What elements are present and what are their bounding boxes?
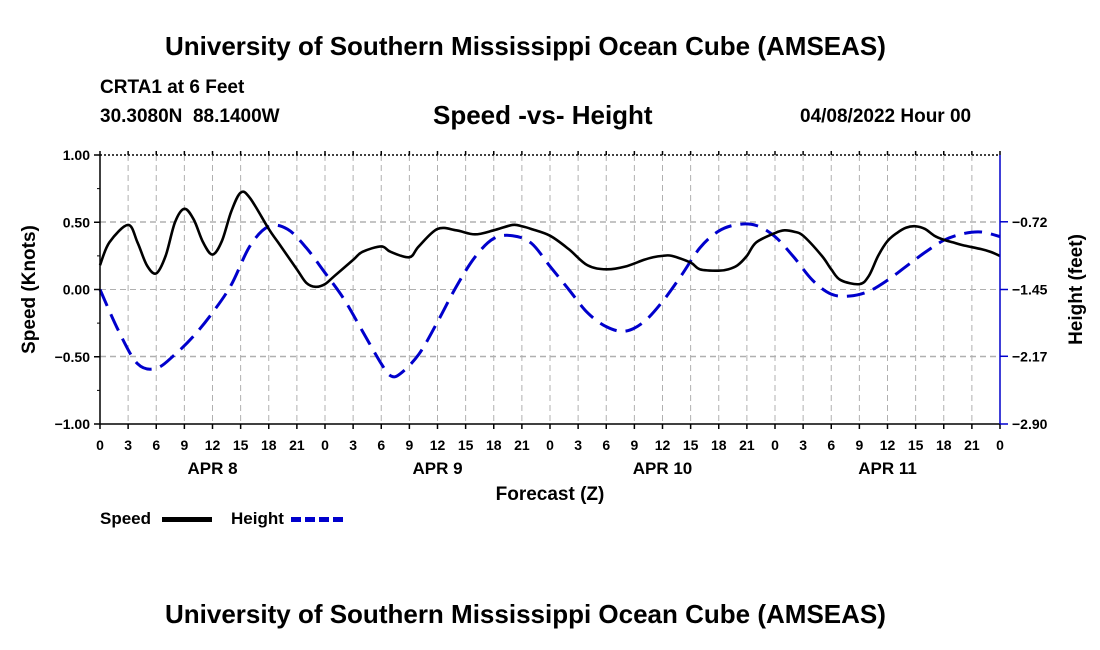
legend-speed-label: Speed bbox=[100, 509, 152, 528]
station-label: CRTA1 at 6 Feet bbox=[100, 77, 245, 98]
x-tick-label: 12 bbox=[655, 437, 671, 453]
y-right-tick-label: −2.90 bbox=[1012, 416, 1048, 432]
x-day-label: APR 9 bbox=[412, 459, 462, 478]
x-tick-label: 21 bbox=[964, 437, 980, 453]
x-tick-label: 12 bbox=[430, 437, 446, 453]
y-left-tick-label: −0.50 bbox=[55, 349, 91, 365]
legend-speed: Speed bbox=[100, 509, 151, 529]
y-right-tick-label: −0.72 bbox=[1012, 214, 1048, 230]
grid bbox=[100, 155, 1000, 424]
x-tick-label: 15 bbox=[458, 437, 474, 453]
x-tick-label: 0 bbox=[996, 437, 1004, 453]
x-tick-label: 9 bbox=[405, 437, 413, 453]
axes: 0 3 6 9 12 15 18 21 0 3 6 9 12 15 18 21 0 3 6 9 12 15 18 21 0 3 6 9… bbox=[19, 147, 1087, 505]
station-coordinates: 30.3080N 88.1400W bbox=[100, 106, 280, 127]
y-left-tick-label: 0.00 bbox=[63, 282, 90, 298]
x-tick-label: 15 bbox=[908, 437, 924, 453]
x-tick-label: 18 bbox=[936, 437, 952, 453]
y-right-tick-label: −2.17 bbox=[1012, 348, 1048, 364]
x-tick-label: 15 bbox=[233, 437, 249, 453]
x-tick-label: 9 bbox=[855, 437, 863, 453]
x-axis-title: Forecast (Z) bbox=[496, 484, 605, 505]
forecast-datetime: 04/08/2022 Hour 00 bbox=[800, 106, 972, 127]
x-tick-label: 18 bbox=[711, 437, 727, 453]
x-tick-label: 3 bbox=[574, 437, 582, 453]
chart-main-title: University of Southern Mississippi Ocean… bbox=[165, 31, 886, 61]
x-tick-label: 0 bbox=[771, 437, 779, 453]
x-tick-label: 0 bbox=[546, 437, 554, 453]
x-tick-label: 21 bbox=[289, 437, 305, 453]
x-tick-label: 9 bbox=[180, 437, 188, 453]
y-right-axis-title: Height (feet) bbox=[1066, 234, 1087, 345]
footer-title: University of Southern Mississippi Ocean… bbox=[165, 599, 886, 629]
series-speed-line bbox=[98, 190, 1001, 289]
y-left-tick-label: 1.00 bbox=[63, 147, 90, 163]
x-tick-label: 3 bbox=[799, 437, 807, 453]
y-right-tick-label: −1.45 bbox=[1012, 282, 1048, 298]
x-day-label: APR 8 bbox=[187, 459, 237, 478]
x-tick-label: 6 bbox=[602, 437, 610, 453]
legend-height-swatch bbox=[291, 517, 343, 522]
legend-height: Height bbox=[231, 509, 284, 529]
legend-height-label: Height bbox=[231, 509, 284, 528]
x-tick-label: 0 bbox=[321, 437, 329, 453]
series-height-line bbox=[98, 222, 1001, 379]
x-day-label: APR 10 bbox=[633, 459, 693, 478]
x-tick-label: 12 bbox=[205, 437, 221, 453]
x-tick-label: 21 bbox=[514, 437, 530, 453]
x-tick-label: 12 bbox=[880, 437, 896, 453]
series-layer bbox=[98, 190, 1001, 379]
x-tick-label: 15 bbox=[683, 437, 699, 453]
x-day-label: APR 11 bbox=[858, 459, 917, 478]
chart-subtitle: Speed -vs- Height bbox=[433, 100, 653, 130]
y-left-tick-label: −1.00 bbox=[55, 416, 91, 432]
x-tick-label: 3 bbox=[349, 437, 357, 453]
x-tick-label: 3 bbox=[124, 437, 132, 453]
x-tick-label: 6 bbox=[377, 437, 385, 453]
x-tick-label: 6 bbox=[827, 437, 835, 453]
legend-speed-swatch bbox=[162, 517, 212, 522]
x-tick-label: 21 bbox=[739, 437, 755, 453]
x-tick-label: 9 bbox=[630, 437, 638, 453]
y-left-axis-title: Speed (Knots) bbox=[19, 225, 40, 354]
x-tick-label: 18 bbox=[261, 437, 277, 453]
y-left-tick-label: 0.50 bbox=[63, 214, 90, 230]
x-tick-label: 18 bbox=[486, 437, 502, 453]
x-tick-label: 0 bbox=[96, 437, 104, 453]
x-tick-label: 6 bbox=[152, 437, 160, 453]
